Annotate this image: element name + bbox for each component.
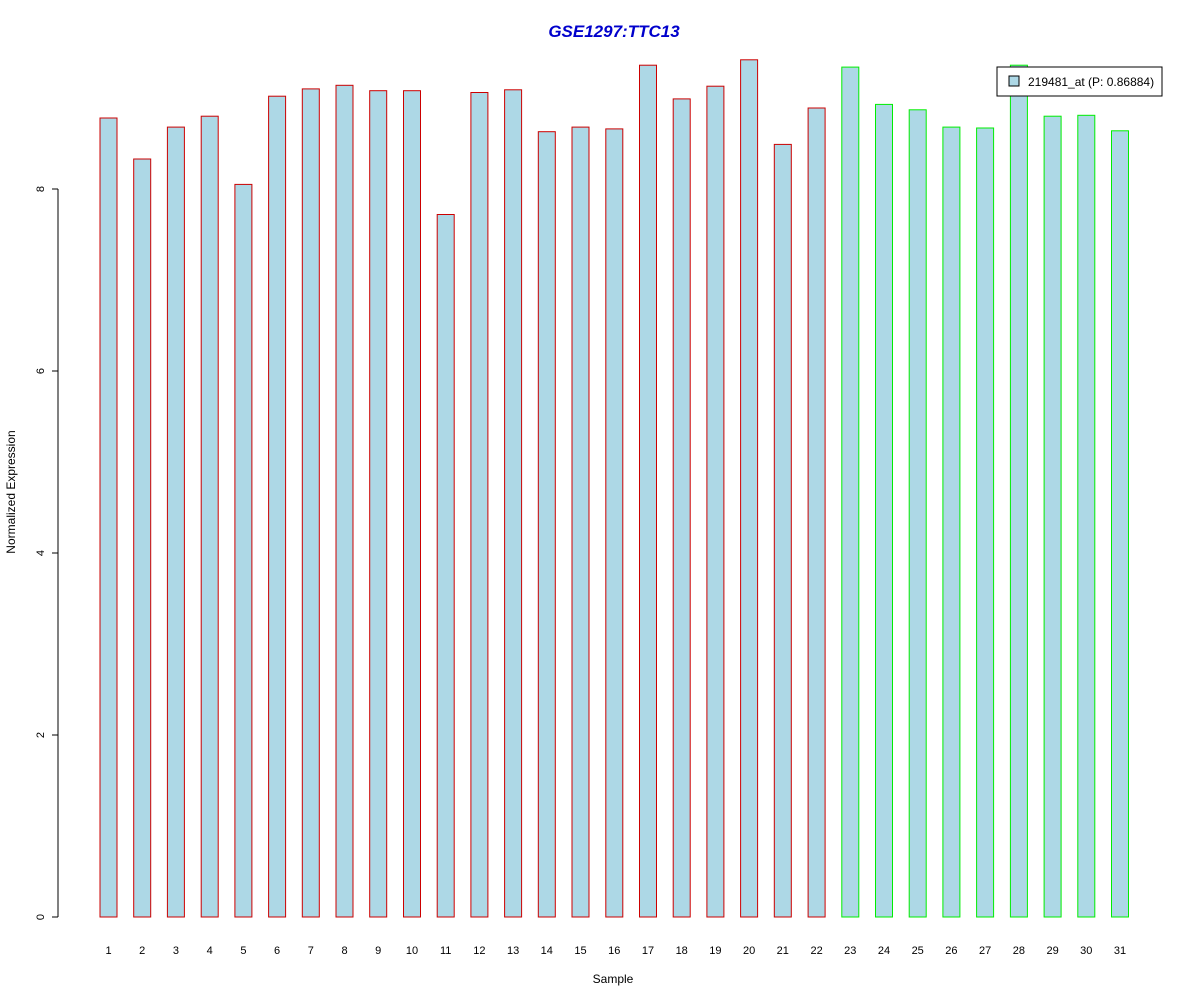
x-tick-label: 30 — [1080, 945, 1092, 957]
x-tick-label: 11 — [440, 945, 451, 957]
x-tick-label: 31 — [1114, 945, 1126, 957]
x-tick-label: 26 — [945, 945, 957, 957]
bar-sample-24 — [875, 103, 893, 918]
bar-sample-12 — [470, 92, 489, 918]
x-tick-label: 29 — [1046, 945, 1058, 957]
y-tick-label: 0 — [35, 914, 47, 920]
bar-sample-10 — [403, 90, 421, 918]
x-tick-label: 12 — [473, 945, 485, 957]
x-tick-label: 21 — [777, 945, 789, 957]
bar-sample-9 — [369, 90, 388, 918]
bar-sample-26 — [942, 126, 961, 918]
bar-sample-4 — [200, 115, 219, 918]
chart-title: GSE1297:TTC13 — [548, 22, 680, 41]
bar-sample-28 — [1009, 64, 1028, 918]
x-tick-label: 17 — [642, 945, 654, 957]
x-tick-label: 2 — [139, 945, 145, 957]
bar-sample-23 — [841, 66, 860, 918]
x-tick-label: 22 — [810, 945, 822, 957]
x-tick-label: 27 — [979, 945, 991, 957]
x-tick-label: 18 — [676, 945, 688, 957]
x-tick-label: 6 — [274, 945, 280, 957]
bar-sample-27 — [976, 127, 995, 918]
x-tick-label: 24 — [878, 945, 890, 957]
x-tick-label: 3 — [173, 945, 179, 957]
x-tick-label: 25 — [912, 945, 924, 957]
x-tick-label: 28 — [1013, 945, 1025, 957]
x-tick-label: 4 — [207, 945, 213, 957]
bar-sample-22 — [807, 107, 826, 918]
bar-sample-14 — [537, 131, 556, 918]
bar-sample-25 — [908, 109, 927, 918]
bar-sample-19 — [706, 85, 725, 918]
bar-sample-16 — [605, 128, 624, 918]
bar-sample-29 — [1043, 115, 1062, 918]
bar-sample-6 — [268, 95, 287, 918]
bar-sample-11 — [436, 214, 455, 918]
bar-sample-17 — [639, 64, 657, 918]
legend-entry-label: 219481_at (P: 0.86884) — [1028, 75, 1154, 89]
x-tick-label: 13 — [507, 945, 519, 957]
bar-sample-8 — [335, 84, 354, 918]
x-axis-label: Sample — [593, 972, 634, 986]
bar-sample-1 — [99, 117, 118, 918]
y-tick-label: 8 — [35, 186, 47, 192]
x-tick-label: 7 — [308, 945, 314, 957]
y-tick-label: 2 — [35, 732, 47, 738]
x-tick-label: 20 — [743, 945, 755, 957]
x-tick-label: 9 — [375, 945, 381, 957]
bars-group — [99, 59, 1129, 918]
bar-sample-31 — [1111, 130, 1129, 918]
bar-sample-3 — [166, 126, 185, 918]
bar-sample-7 — [301, 88, 320, 918]
x-tick-label: 5 — [240, 945, 246, 957]
x-tick-labels: 1 2 3 4 5 6 7 8 9 10 11 12 13 14 15 16 17 18 19 20 21 22 23 24 2… — [105, 945, 1126, 957]
bar-sample-20 — [740, 59, 759, 918]
bar-sample-2 — [133, 158, 152, 918]
x-tick-label: 23 — [844, 945, 856, 957]
y-tick-label: 4 — [35, 550, 47, 556]
legend: 219481_at (P: 0.86884) — [996, 66, 1163, 97]
x-tick-label: 1 — [105, 945, 111, 957]
x-tick-label: 10 — [406, 945, 418, 957]
bar-sample-21 — [773, 143, 792, 918]
x-tick-label: 15 — [574, 945, 586, 957]
y-axis-label: Normalized Expression — [4, 430, 18, 553]
x-tick-label: 16 — [608, 945, 620, 957]
bar-sample-30 — [1077, 114, 1096, 918]
x-tick-label: 19 — [709, 945, 721, 957]
x-tick-label: 14 — [541, 945, 553, 957]
bar-sample-18 — [672, 98, 691, 918]
legend-box — [996, 66, 1163, 97]
bar-sample-13 — [504, 89, 523, 918]
legend-swatch — [1008, 75, 1020, 87]
y-axis: 0 2 4 6 8 — [35, 186, 59, 920]
bar-sample-5 — [234, 183, 253, 918]
x-tick-label: 8 — [341, 945, 347, 957]
bar-sample-15 — [571, 126, 590, 918]
y-tick-label: 6 — [35, 368, 47, 374]
